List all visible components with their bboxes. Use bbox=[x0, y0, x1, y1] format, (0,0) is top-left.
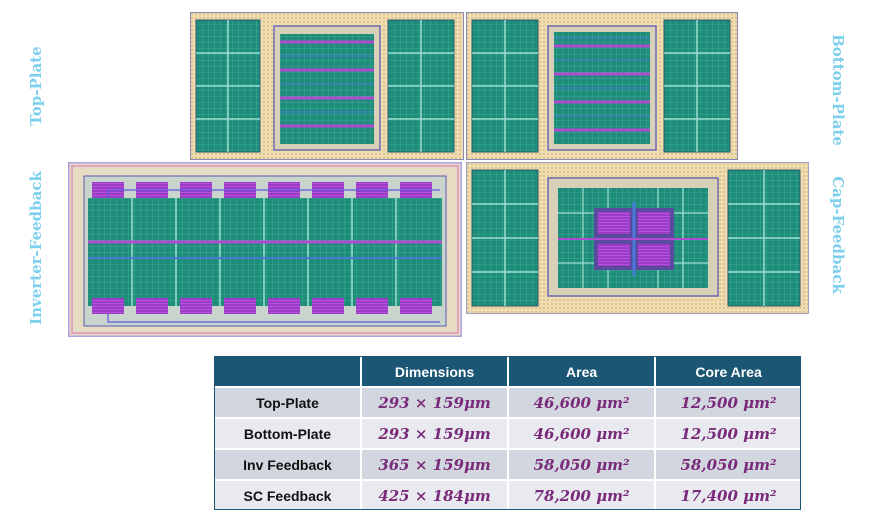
row-area: 46,600 μm² bbox=[508, 386, 657, 418]
row-name: SC Feedback bbox=[215, 479, 362, 510]
table-row: Inv Feedback 365 × 159μm 58,050 μm² 58,0… bbox=[215, 448, 801, 480]
row-area: 46,600 μm² bbox=[508, 417, 657, 449]
summary-table: Dimensions Area Core Area Top-Plate 293 … bbox=[215, 357, 801, 510]
bottom-plate-layout bbox=[466, 12, 738, 160]
header-core-area: Core Area bbox=[655, 357, 801, 387]
row-dimensions: 425 × 184μm bbox=[360, 479, 510, 510]
row-area: 78,200 μm² bbox=[508, 479, 657, 510]
row-name: Bottom-Plate bbox=[215, 417, 362, 449]
table-header-row: Dimensions Area Core Area bbox=[215, 357, 801, 387]
row-dimensions: 293 × 159μm bbox=[360, 386, 510, 418]
inverter-feedback-label: Inverter-Feedback bbox=[27, 171, 45, 325]
row-core-area: 17,400 μm² bbox=[655, 479, 801, 510]
row-core-area: 12,500 μm² bbox=[655, 386, 801, 418]
row-core-area: 58,050 μm² bbox=[655, 448, 801, 480]
table-row: Top-Plate 293 × 159μm 46,600 μm² 12,500 … bbox=[215, 386, 801, 418]
header-dimensions: Dimensions bbox=[360, 357, 510, 387]
cap-feedback-label: Cap-Feedback bbox=[829, 176, 847, 294]
header-area: Area bbox=[508, 357, 657, 387]
row-core-area: 12,500 μm² bbox=[655, 417, 801, 449]
cap-feedback-layout bbox=[466, 162, 809, 314]
row-name: Inv Feedback bbox=[215, 448, 362, 480]
row-dimensions: 293 × 159μm bbox=[360, 417, 510, 449]
header-blank bbox=[215, 357, 362, 387]
row-dimensions: 365 × 159μm bbox=[360, 448, 510, 480]
top-plate-label: Top-Plate bbox=[27, 46, 45, 126]
inverter-feedback-layout bbox=[68, 162, 462, 337]
row-name: Top-Plate bbox=[215, 386, 362, 418]
row-area: 58,050 μm² bbox=[508, 448, 657, 480]
table-row: SC Feedback 425 × 184μm 78,200 μm² 17,40… bbox=[215, 479, 801, 510]
table-row: Bottom-Plate 293 × 159μm 46,600 μm² 12,5… bbox=[215, 417, 801, 449]
top-plate-layout bbox=[190, 12, 464, 160]
bottom-plate-label: Bottom-Plate bbox=[829, 34, 847, 146]
